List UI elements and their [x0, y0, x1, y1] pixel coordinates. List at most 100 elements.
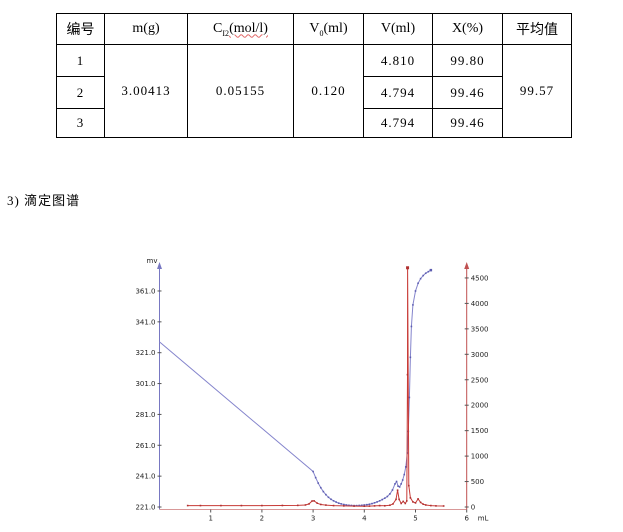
- cell-volume-3: 4.794: [363, 108, 433, 138]
- series-point-potential-mV: [397, 485, 399, 487]
- series-point-derivative: [417, 498, 419, 500]
- series-point-derivative: [383, 504, 386, 507]
- series-point-potential-mV: [340, 503, 343, 505]
- series-point-potential-mV: [332, 500, 335, 502]
- series-point-potential-mV: [395, 480, 398, 483]
- series-point-potential-mV: [330, 498, 332, 501]
- series-point-potential-mV: [314, 476, 317, 479]
- series-point-derivative: [414, 502, 417, 504]
- table-header-row: 编号 m(g) CI2(mol/l) V0(ml) V(ml) X(%) 平均值: [56, 13, 572, 45]
- left-axis-arrow-icon: [157, 262, 162, 269]
- series-point-potential-mV: [371, 502, 373, 505]
- series-point-derivative: [199, 504, 202, 507]
- series-point-derivative: [261, 504, 263, 507]
- series-point-potential-mV: [337, 502, 340, 504]
- series-point-potential-mV: [394, 483, 396, 485]
- series-point-potential-mV: [398, 486, 401, 488]
- cell-v0: 0.120: [293, 44, 364, 138]
- series-point-potential-mV: [409, 356, 412, 359]
- left-axis-unit-label: mv: [147, 257, 158, 265]
- series-point-derivative: [422, 503, 424, 506]
- x-tick-label: 3: [311, 515, 315, 523]
- series-point-derivative: [404, 502, 407, 505]
- table-row: 1 3.00413 0.05155 0.120 4.810 99.80 99.5…: [56, 44, 572, 138]
- cell-no-1: 1: [56, 44, 105, 77]
- series-point-derivative: [186, 504, 189, 507]
- right-tick-label: 1500: [471, 427, 489, 435]
- right-tick-label: 4500: [471, 274, 489, 282]
- series-point-potential-mV: [348, 504, 350, 507]
- series-point-potential-mV: [427, 270, 430, 273]
- series-point-potential-mV: [400, 483, 402, 485]
- series-point-derivative: [409, 497, 412, 499]
- series-point-potential-mV: [383, 497, 386, 500]
- series-point-potential-mV: [404, 466, 407, 468]
- series-line-potential-mV: [159, 269, 432, 507]
- section-title: 3) 滴定图谱: [7, 193, 81, 208]
- series-point-potential-mV: [325, 493, 327, 496]
- series-point-potential-mV: [363, 504, 366, 506]
- series-point-potential-mV: [408, 396, 411, 399]
- x-tick-label: 5: [413, 515, 417, 523]
- series-point-potential-mV: [417, 282, 419, 285]
- series-point-derivative: [343, 505, 345, 507]
- series-point-potential-mV: [401, 479, 404, 481]
- series-apex-marker-derivative: [406, 266, 410, 270]
- right-tick-label: 3000: [471, 351, 489, 359]
- right-tick-label: 4000: [471, 300, 489, 308]
- cell-no-3: 3: [56, 108, 105, 138]
- series-point-potential-mV: [376, 501, 378, 503]
- right-axis-arrow-icon: [464, 262, 470, 269]
- series-point-derivative: [304, 504, 307, 506]
- left-tick-label: 301.0: [135, 380, 155, 388]
- series-point-potential-mV: [403, 473, 406, 476]
- series-point-derivative: [313, 500, 315, 502]
- left-tick-label: 281.0: [135, 411, 155, 419]
- series-point-potential-mV: [422, 274, 424, 277]
- series-point-derivative: [240, 504, 243, 507]
- series-point-derivative: [406, 373, 409, 376]
- series-point-derivative: [281, 504, 284, 507]
- series-point-derivative: [419, 501, 422, 504]
- series-point-derivative: [405, 500, 408, 502]
- right-tick-label: 2000: [471, 402, 489, 410]
- series-point-derivative: [435, 505, 437, 507]
- series-point-potential-mV: [345, 504, 348, 506]
- series-point-potential-mV: [378, 500, 381, 502]
- left-tick-label: 361.0: [135, 287, 155, 295]
- series-point-derivative: [373, 505, 376, 507]
- x-tick-label: 4: [362, 515, 367, 523]
- series-point-derivative: [412, 501, 414, 503]
- left-tick-label: 241.0: [135, 473, 155, 481]
- series-point-derivative: [396, 489, 399, 492]
- series-point-derivative: [395, 498, 397, 501]
- series-point-potential-mV: [317, 482, 320, 484]
- table-row: 3 4.794 99.46: [56, 108, 572, 138]
- left-tick-label: 261.0: [135, 442, 155, 450]
- cell-volume-2: 4.794: [363, 76, 433, 109]
- cell-average: 99.57: [502, 44, 572, 138]
- series-point-derivative: [389, 504, 391, 507]
- header-purity: X(%): [432, 13, 503, 45]
- right-tick-label: 1000: [471, 453, 489, 461]
- series-point-derivative: [316, 502, 318, 504]
- series-point-derivative: [408, 484, 410, 487]
- series-point-potential-mV: [391, 489, 394, 491]
- left-tick-label: 321.0: [135, 349, 155, 357]
- series-point-derivative: [363, 505, 366, 507]
- series-point-derivative: [398, 498, 400, 501]
- series-point-derivative: [392, 503, 394, 505]
- x-tick-label: 6: [464, 515, 469, 523]
- header-mass: m(g): [104, 13, 188, 45]
- series-point-potential-mV: [343, 503, 345, 506]
- series-point-derivative: [378, 504, 381, 507]
- series-point-derivative: [353, 505, 355, 507]
- series-point-potential-mV: [381, 498, 384, 501]
- cell-concentration: 0.05155: [187, 44, 294, 138]
- header-average: 平均值: [502, 13, 572, 45]
- x-tick-label: 1: [208, 515, 212, 523]
- series-point-derivative: [311, 500, 313, 502]
- series-point-potential-mV: [373, 502, 376, 504]
- series-point-potential-mV: [319, 486, 322, 489]
